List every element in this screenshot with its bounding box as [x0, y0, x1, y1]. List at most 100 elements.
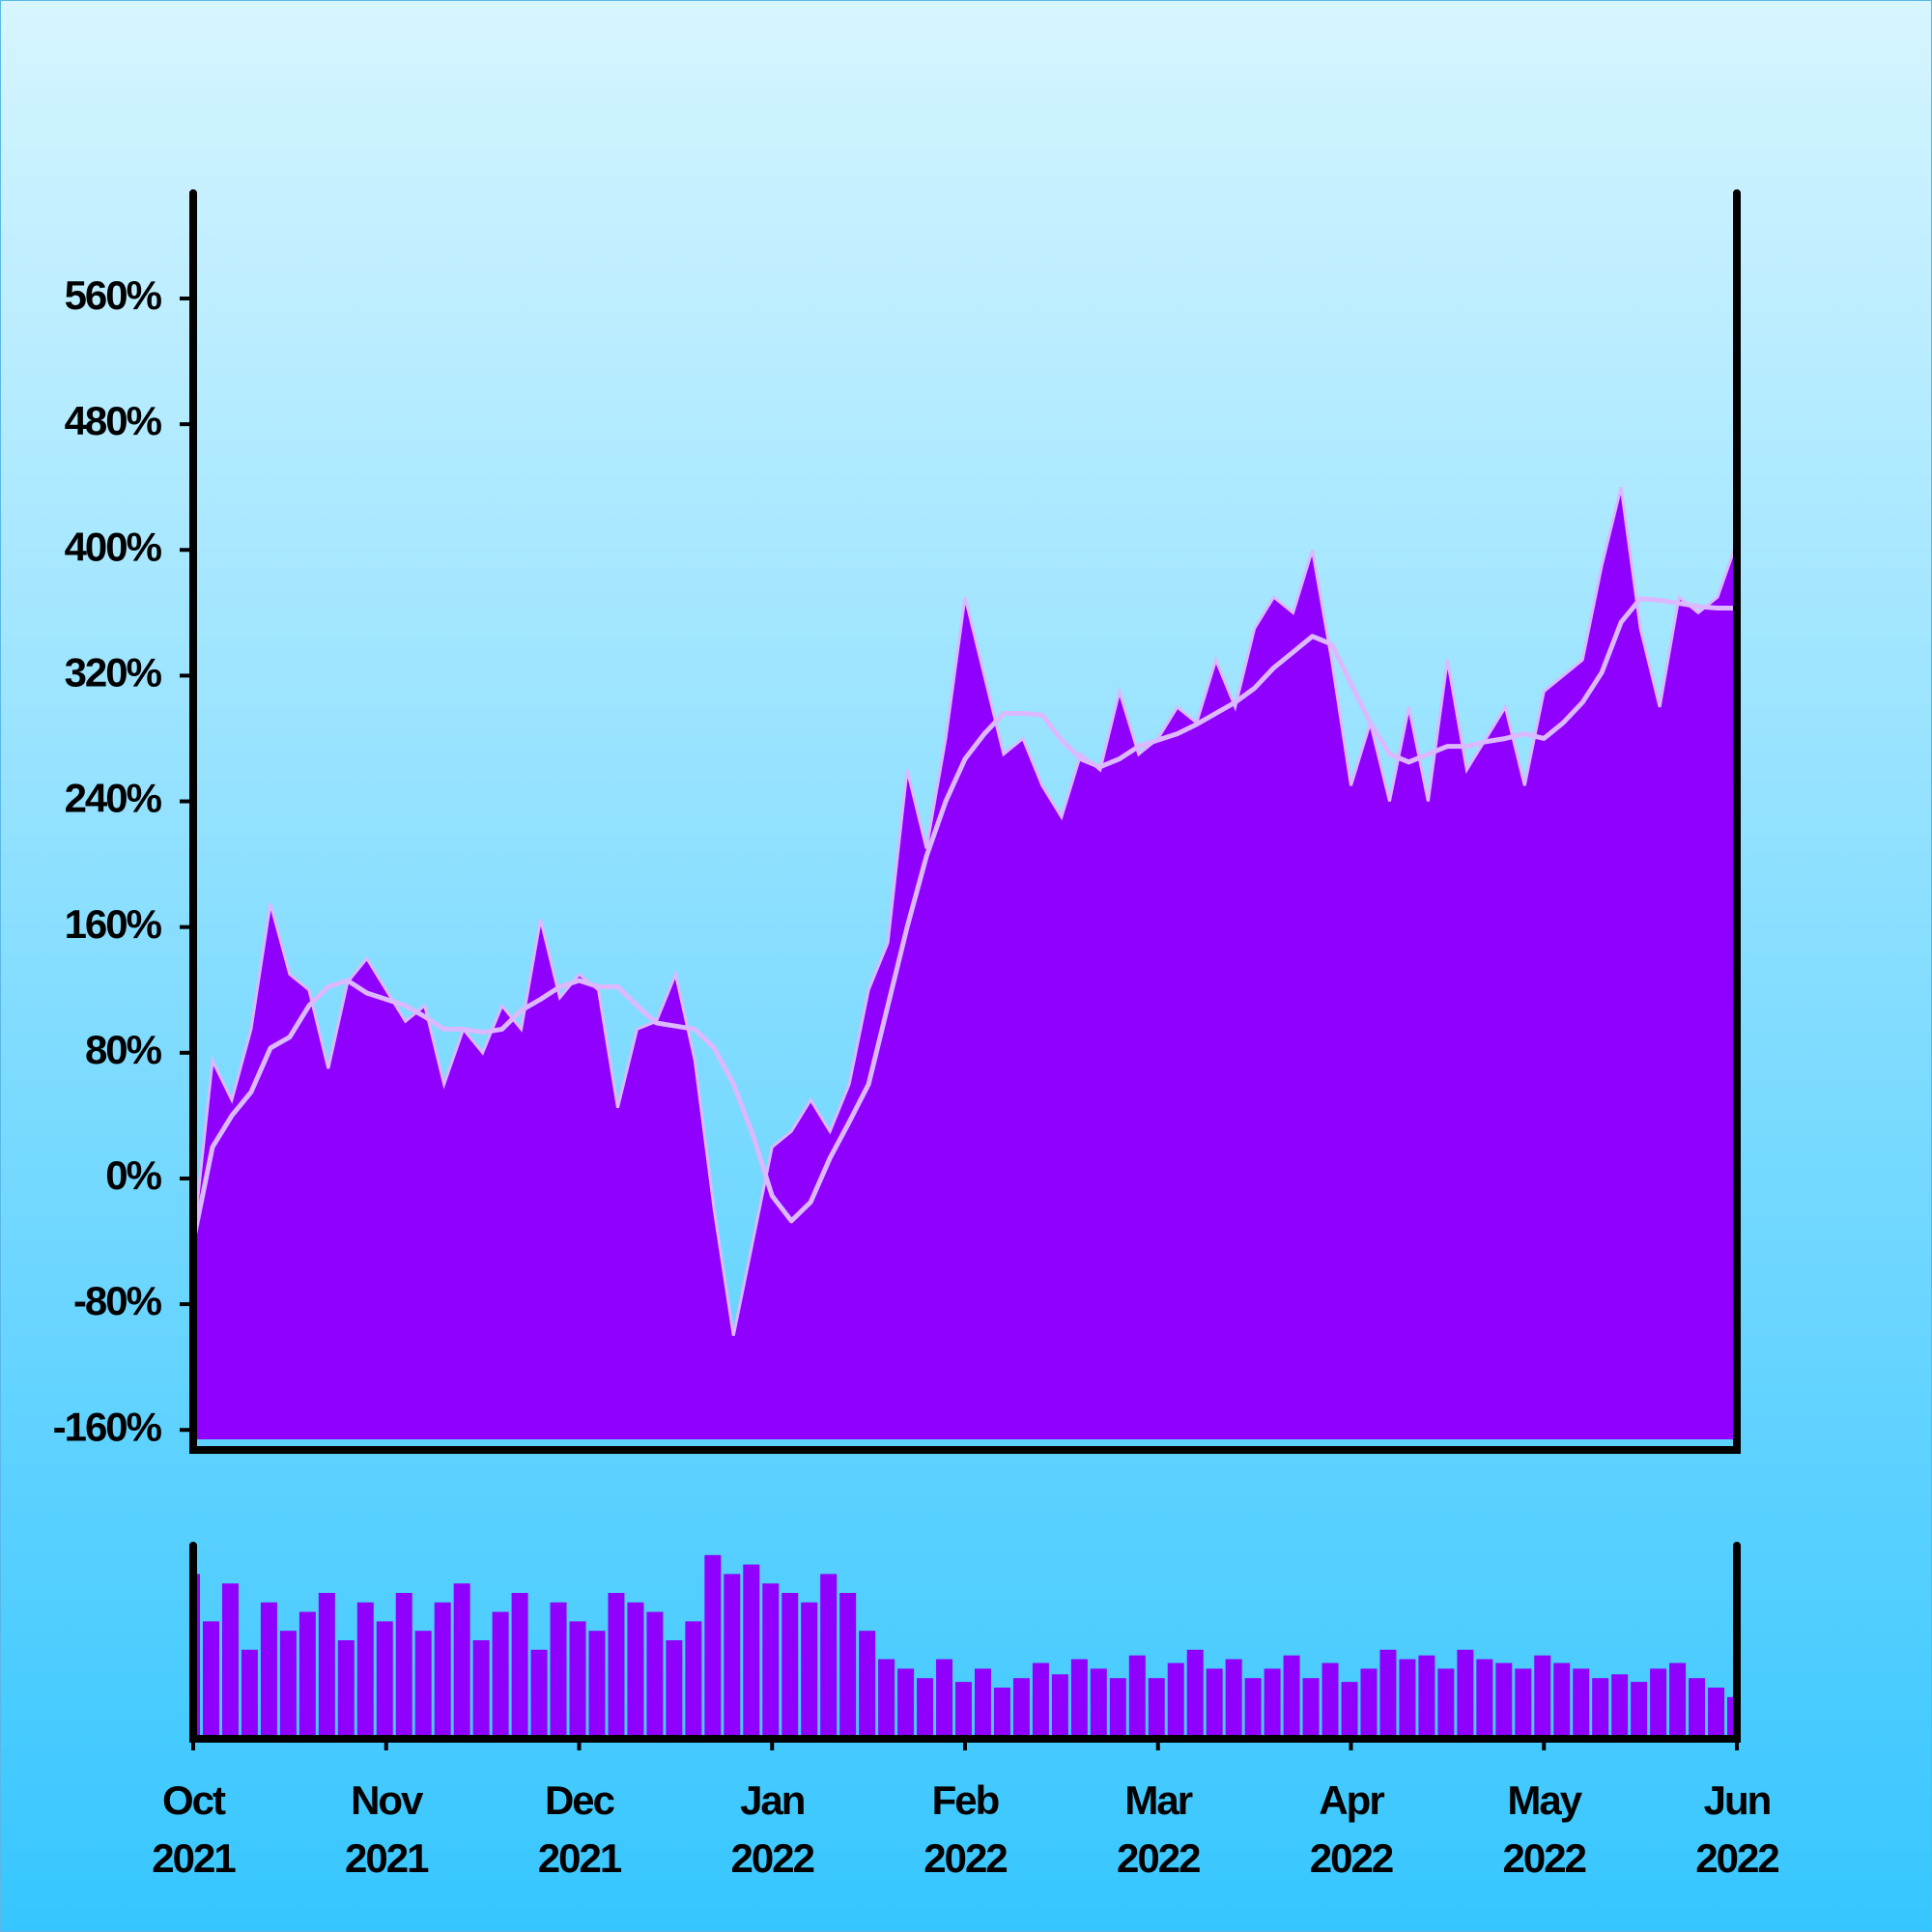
volume-bar — [1689, 1678, 1706, 1735]
volume-bar — [627, 1602, 644, 1735]
x-tick-label: 2021 — [152, 1835, 236, 1881]
volume-bar — [1167, 1662, 1184, 1735]
volume-bar — [588, 1631, 606, 1735]
volume-bar — [1727, 1696, 1734, 1735]
volume-bar — [1128, 1655, 1146, 1735]
volume-bar — [1669, 1662, 1687, 1735]
volume-bar — [1302, 1678, 1320, 1735]
x-tick-label: Feb — [932, 1777, 999, 1823]
volume-bar — [356, 1602, 374, 1735]
y-tick-label: 160% — [65, 901, 162, 947]
volume-bar — [511, 1593, 528, 1735]
x-tick-label: 2022 — [923, 1835, 1007, 1881]
volume-bar — [859, 1631, 876, 1735]
volume-bar — [569, 1621, 586, 1735]
x-tick-label: 2022 — [1503, 1835, 1586, 1881]
volume-bar — [414, 1631, 432, 1735]
volume-bar — [1051, 1674, 1068, 1735]
volume-bar — [472, 1640, 490, 1735]
y-tick-label: 0% — [105, 1152, 161, 1198]
volume-bar — [743, 1564, 760, 1735]
volume-bar — [1611, 1674, 1629, 1735]
volume-bar — [337, 1640, 355, 1735]
volume-bar — [1495, 1662, 1513, 1735]
volume-bar — [1476, 1659, 1493, 1735]
volume-bar — [685, 1621, 702, 1735]
marks — [190, 486, 1739, 1735]
x-tick-label: Oct — [162, 1777, 226, 1823]
volume-bar — [897, 1668, 915, 1735]
x-tick-label: Jun — [1704, 1777, 1771, 1823]
volume-bar — [1631, 1682, 1648, 1735]
volume-bar — [1186, 1649, 1204, 1735]
volume-bar — [974, 1668, 991, 1735]
volume-bar — [820, 1574, 838, 1735]
x-tick-label: Jan — [740, 1777, 805, 1823]
volume-bar — [1283, 1655, 1300, 1735]
volume-bar — [1437, 1668, 1455, 1735]
volume-bar — [1515, 1668, 1532, 1735]
volume-bar — [279, 1631, 297, 1735]
volume-bar — [202, 1621, 219, 1735]
x-tick-label: 2021 — [538, 1835, 622, 1881]
volume-bar — [1090, 1668, 1107, 1735]
y-tick-label: -80% — [73, 1278, 162, 1323]
volume-bar — [839, 1593, 857, 1735]
volume-bar — [1109, 1678, 1126, 1735]
volume-bar — [1573, 1668, 1590, 1735]
y-tick-label: 80% — [85, 1027, 162, 1072]
volume-bar — [260, 1602, 277, 1735]
y-tick-label: 240% — [65, 776, 162, 821]
volume-bar — [1708, 1688, 1725, 1735]
volume-bar — [530, 1649, 548, 1735]
x-tick-label: 2022 — [1310, 1835, 1393, 1881]
volume-bar — [1341, 1682, 1358, 1735]
volume-bar — [1553, 1662, 1571, 1735]
moving-average-line — [190, 596, 1737, 1242]
volume-bar — [1379, 1649, 1397, 1735]
x-tick-label: May — [1507, 1777, 1582, 1823]
volume-bar — [781, 1593, 799, 1735]
volume-bar — [453, 1583, 470, 1735]
volume-bar — [666, 1640, 683, 1735]
x-tick-label: Mar — [1124, 1777, 1192, 1823]
volume-bar — [395, 1593, 412, 1735]
volume-bar — [1418, 1655, 1435, 1735]
volume-bar — [762, 1583, 780, 1735]
volume-bar — [1206, 1668, 1223, 1735]
volume-bar — [1650, 1668, 1667, 1735]
x-tick-label: Apr — [1319, 1777, 1384, 1823]
volume-bar — [936, 1659, 953, 1735]
x-tick-label: Dec — [545, 1777, 615, 1823]
x-tick-label: 2022 — [731, 1835, 814, 1881]
volume-bar — [1244, 1678, 1262, 1735]
volume-bar — [1032, 1662, 1049, 1735]
volume-bar — [298, 1611, 316, 1735]
x-tick-label: Nov — [351, 1777, 424, 1823]
volume-bar — [492, 1611, 509, 1735]
volume-bar — [434, 1602, 451, 1735]
volume-bar — [724, 1574, 741, 1735]
price-line — [191, 486, 1739, 1336]
volume-bar — [608, 1593, 625, 1735]
x-tick-label: 2022 — [1117, 1835, 1200, 1881]
volume-bar — [1399, 1659, 1416, 1735]
y-tick-label: 480% — [65, 398, 162, 443]
y-tick-label: -160% — [53, 1404, 162, 1449]
volume-bar — [1360, 1668, 1378, 1735]
volume-bar — [221, 1583, 239, 1735]
volume-bar — [318, 1593, 335, 1735]
volume-bar — [376, 1621, 393, 1735]
y-tick-label: 400% — [65, 524, 162, 569]
x-tick-label: 2022 — [1695, 1835, 1778, 1881]
volume-bar — [704, 1554, 722, 1735]
y-tick-label: 320% — [65, 650, 162, 696]
volume-bar — [917, 1678, 934, 1735]
volume-bar — [1070, 1659, 1088, 1735]
y-tick-label: 560% — [65, 272, 162, 318]
volume-bar — [1321, 1662, 1339, 1735]
volume-bar — [955, 1682, 972, 1735]
volume-bar — [646, 1611, 664, 1735]
